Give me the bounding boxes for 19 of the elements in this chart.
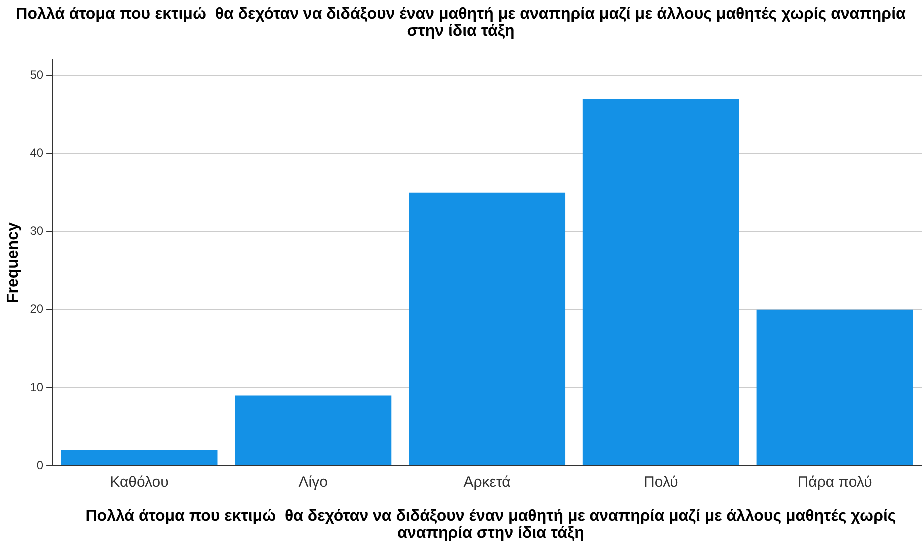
y-tick-label: 40 bbox=[30, 146, 44, 160]
bar bbox=[235, 396, 392, 466]
y-tick-label: 10 bbox=[30, 380, 44, 394]
x-axis-title: Πολλά άτομα που εκτιμώ θα δεχόταν να διδάξουν έναν μαθητή με αναπηρία μαζί με άλλους μαθητές χωρίς αναπηρία στην ίδια τάξη bbox=[84, 508, 898, 542]
bar bbox=[582, 99, 740, 466]
bar bbox=[61, 450, 218, 466]
x-tick-label: Πάρα πολύ bbox=[798, 474, 872, 492]
y-axis-title: Frequency bbox=[5, 222, 22, 304]
bar bbox=[409, 192, 566, 466]
y-tick-label: 0 bbox=[36, 458, 44, 472]
x-tick-label: Πολύ bbox=[644, 474, 678, 492]
x-tick-label: Αρκετά bbox=[464, 474, 512, 492]
y-tick-label: 50 bbox=[30, 68, 44, 82]
x-tick-label: Λίγο bbox=[298, 474, 328, 492]
x-tick-label: Καθόλου bbox=[110, 474, 169, 492]
y-tick-label: 20 bbox=[30, 302, 44, 316]
chart-title: Πολλά άτομα που εκτιμώ θα δεχόταν να διδάξουν έναν μαθητή με αναπηρία μαζί με άλλους μαθητές χωρίς αναπηρία στην ίδια τάξη bbox=[15, 6, 907, 40]
y-tick-label: 30 bbox=[30, 224, 44, 238]
bar bbox=[756, 310, 914, 466]
